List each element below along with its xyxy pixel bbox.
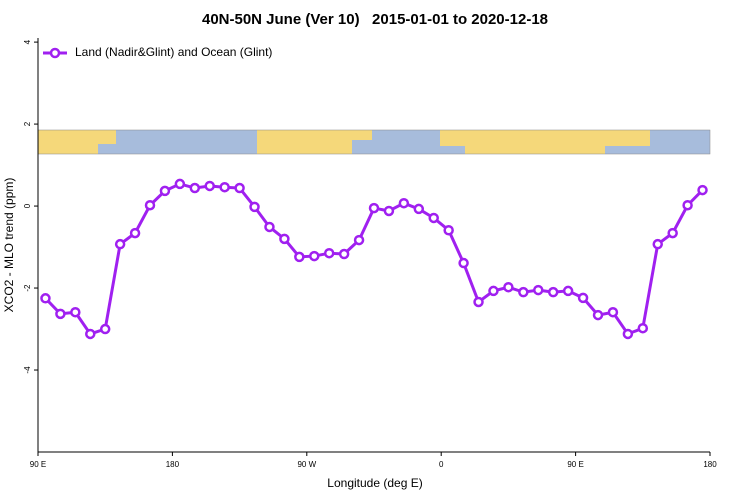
x-tick-label: 180: [166, 460, 180, 469]
x-tick-label: 90 E: [567, 460, 583, 469]
data-point: [697, 184, 708, 196]
y-tick-label: 0: [23, 203, 32, 208]
data-point: [70, 306, 81, 318]
x-axis-label: Longitude (deg E): [327, 476, 422, 490]
data-point: [189, 182, 201, 194]
legend-label: Land (Nadir&Glint) and Ocean (Glint): [75, 45, 272, 59]
x-tick-label: 180: [703, 460, 717, 469]
data-point: [174, 178, 186, 190]
data-point: [323, 247, 335, 259]
data-point: [488, 285, 499, 297]
data-point: [413, 203, 425, 215]
data-point: [55, 308, 66, 320]
data-point: [353, 234, 365, 246]
data-point: [607, 306, 619, 318]
data-point: [667, 227, 678, 239]
data-point: [204, 180, 215, 192]
data-point: [577, 292, 589, 304]
data-point: [533, 284, 544, 296]
data-point: [473, 296, 484, 308]
data-point: [518, 286, 529, 298]
data-point: [637, 322, 649, 334]
data-point: [622, 328, 634, 340]
data-point: [129, 227, 141, 239]
data-point: [682, 199, 693, 211]
data-point: [294, 251, 305, 263]
data-point: [40, 293, 51, 304]
data-point: [368, 202, 380, 214]
data-point: [592, 309, 604, 321]
legend-marker: [49, 47, 61, 59]
data-point: [144, 199, 156, 211]
data-point: [249, 201, 260, 213]
data-point: [458, 257, 469, 269]
data-point: [279, 233, 290, 245]
data-point: [309, 250, 320, 262]
data-point: [547, 286, 559, 298]
data-point: [85, 328, 96, 340]
chart-title: 40N-50N June (Ver 10) 2015-01-01 to 2020…: [202, 11, 548, 28]
y-tick-label: 4: [23, 39, 32, 44]
map-strip: [37, 129, 711, 155]
data-point: [443, 224, 454, 236]
data-point: [338, 248, 350, 260]
data-point: [562, 285, 574, 297]
data-point: [428, 212, 439, 224]
data-point: [383, 205, 395, 217]
y-tick-label: 2: [23, 121, 32, 126]
x-tick-label: 0: [439, 460, 444, 469]
data-point: [159, 185, 171, 197]
data-point: [99, 323, 111, 335]
data-point: [652, 238, 663, 250]
data-point: [503, 281, 514, 293]
data-point: [219, 181, 230, 193]
data-point: [234, 182, 245, 194]
x-tick-label: 90 W: [297, 460, 316, 469]
y-axis-label: XCO2 - MLO trend (ppm): [2, 178, 16, 313]
y-tick-label: -4: [23, 366, 32, 374]
data-point: [264, 221, 275, 233]
y-tick-label: -2: [23, 284, 32, 292]
data-point: [114, 238, 126, 250]
x-tick-label: 90 E: [30, 460, 46, 469]
data-point: [398, 197, 410, 209]
